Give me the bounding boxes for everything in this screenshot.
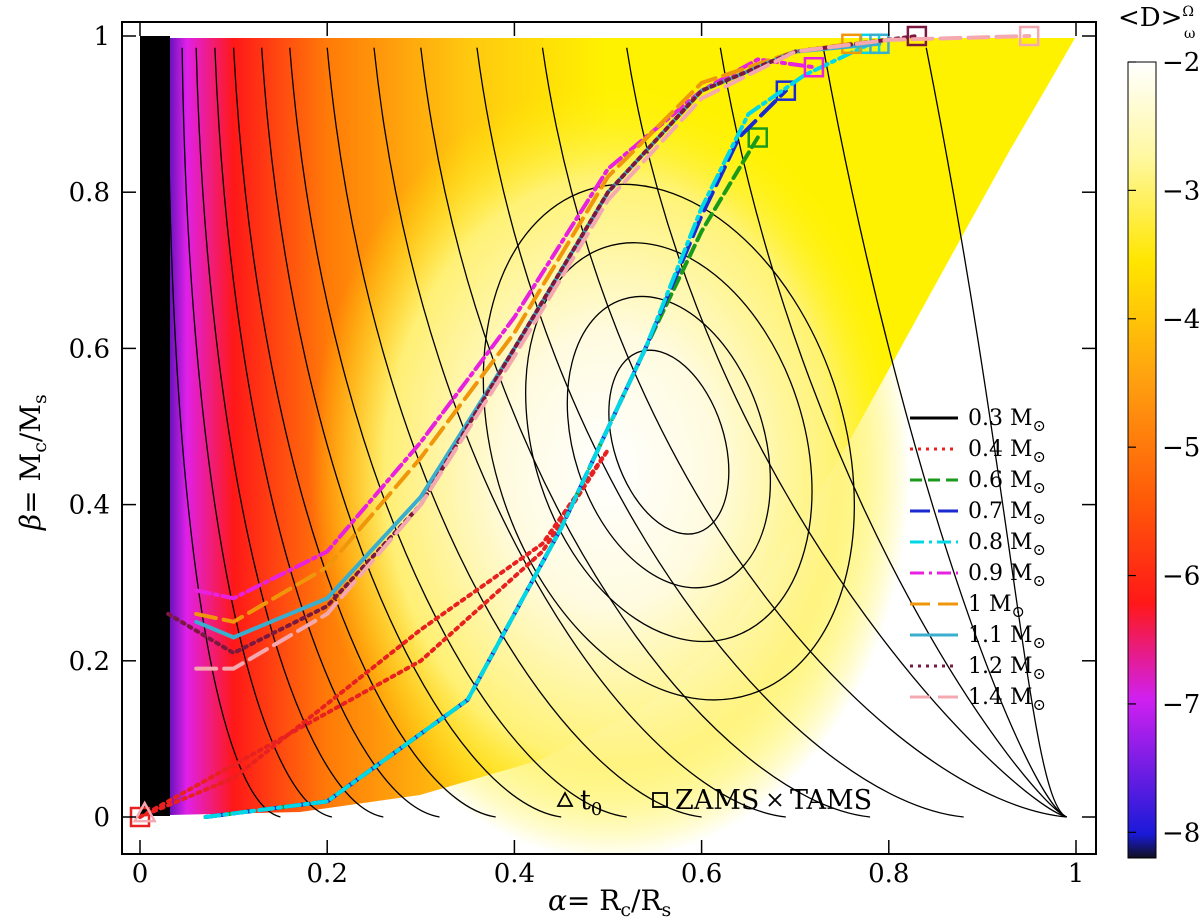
colorbar-frame — [1127, 61, 1157, 859]
x-tick-label: 0.2 — [307, 859, 348, 889]
colorbar — [1128, 62, 1156, 858]
x-tick-label: 0.8 — [868, 859, 909, 889]
colorbar-tick-label: −6 — [1162, 562, 1200, 592]
y-tick-label: 0 — [93, 803, 110, 833]
colorbar-tick-label: −5 — [1162, 433, 1200, 463]
series-line-9 — [194, 34, 1032, 671]
colorbar-tick-label: −3 — [1162, 176, 1200, 206]
y-tick-label: 0.8 — [69, 178, 110, 208]
contour-ring — [525, 242, 813, 643]
marker-symbol-square — [652, 792, 668, 808]
contour-line — [195, 47, 384, 818]
colorbar-ticks: −2 −3 −4 −5 −6 −7 −8 — [1128, 48, 1200, 848]
contour-line — [167, 47, 281, 818]
series-line-6 — [194, 41, 854, 624]
colorbar-label-sub: ω — [1184, 26, 1195, 42]
x-tick-label: 0.4 — [494, 859, 535, 889]
x-tick-label: 1 — [1068, 859, 1085, 889]
colorbar-label-sup: Ω — [1182, 4, 1194, 20]
contour-line — [214, 47, 440, 818]
y-axis-label: β= Mc/Ms — [14, 394, 51, 531]
contour-line — [626, 47, 1067, 818]
marker-legend: t0 ZAMS TAMS — [556, 785, 872, 820]
contour-lines — [167, 47, 1067, 818]
legend-label-0: 0.3 M⊙ — [968, 406, 1046, 435]
x-tick-label: 0.6 — [681, 859, 722, 889]
series-line-8 — [166, 34, 919, 656]
marker-label-cross: TAMS — [790, 785, 872, 816]
marker-symbol-triangle — [556, 791, 574, 807]
colorbar-tick-label: −2 — [1162, 48, 1200, 78]
plot-frame — [121, 21, 1097, 855]
x-tick-label: 0 — [132, 859, 149, 889]
y-tick-label: 0.6 — [69, 334, 110, 364]
contour-line — [822, 47, 1067, 818]
legend-label-6: 1 M⊙ — [968, 592, 1025, 621]
colorbar-tick-label: −8 — [1162, 818, 1200, 848]
series-layer — [129, 25, 1040, 828]
y-tick-label: 1 — [93, 22, 110, 52]
y-tick-label: 0.2 — [69, 647, 110, 677]
axis-ticks: 0 0.2 0.4 0.6 0.8 1 0 0.2 0.4 0.6 0.8 1 — [69, 22, 1096, 889]
series-line-4 — [203, 41, 873, 819]
zams-marker-5 — [803, 56, 825, 78]
contour-line — [925, 47, 1067, 818]
contour-line — [261, 47, 562, 818]
colorbar-label: <D>Ω ω — [1118, 3, 1195, 42]
zams-marker-3 — [775, 80, 797, 101]
contour-line — [373, 47, 786, 818]
contour-line — [420, 47, 871, 818]
contour-line — [326, 47, 702, 818]
contour-ring — [608, 349, 730, 535]
series-line-1 — [138, 448, 610, 819]
heatmap-dark-edge — [140, 36, 170, 816]
marker-symbol-cross — [768, 793, 782, 807]
colorbar-tick-label: −7 — [1162, 690, 1200, 720]
contour-line — [719, 47, 1067, 818]
marker-label-square: ZAMS — [675, 785, 759, 816]
zams-marker-8 — [906, 25, 928, 47]
contour-ring — [566, 295, 772, 589]
contour-ring — [482, 183, 855, 701]
x-axis-label: α= Rc/Rs — [548, 884, 671, 918]
zams-marker-2 — [747, 127, 769, 148]
contour-line — [289, 47, 627, 818]
y-tick-label: 0.4 — [69, 491, 110, 521]
contour-line — [476, 47, 964, 818]
zams-marker-9 — [1018, 25, 1040, 47]
colorbar-tick-label: −4 — [1162, 305, 1200, 335]
t0-marker — [132, 800, 157, 823]
